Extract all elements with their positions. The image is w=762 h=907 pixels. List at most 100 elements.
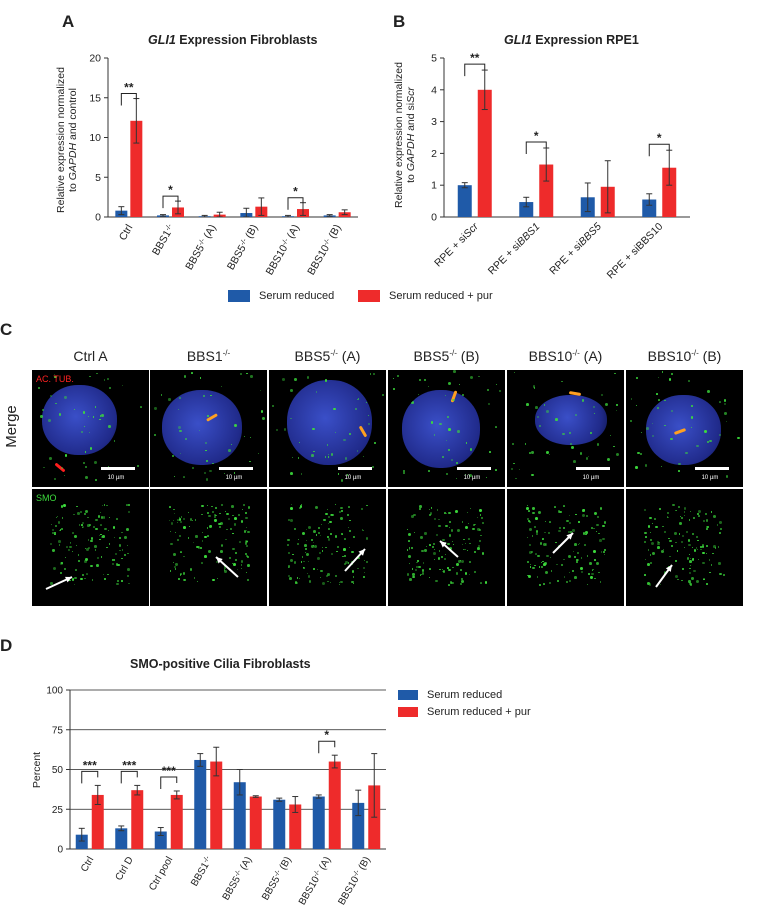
smo-puncta [567,531,570,533]
chart-b-sig-bracket-1 [525,141,547,154]
smo-puncta [528,575,532,579]
smo-puncta [178,534,182,538]
smo-puncta [95,406,97,408]
smo-puncta [329,581,332,583]
chart-d-xlabel-1: Ctrl D [114,855,136,883]
smo-puncta [72,550,74,553]
smo-puncta [298,441,301,444]
smo-puncta [83,425,85,427]
legend-d-label-reduced: Serum reduced [427,689,503,701]
smo-puncta [244,436,246,438]
smo-puncta [211,511,215,514]
smo-puncta [578,542,580,544]
smo-puncta [408,547,411,549]
smo-puncta [403,472,406,475]
smo-puncta [126,545,128,547]
smo-puncta [438,422,442,426]
smo-puncta [324,379,328,382]
smo-puncta [706,528,708,530]
smo-puncta [312,427,315,431]
smo-puncta [80,511,83,514]
smo-puncta [346,474,349,476]
smo-puncta [301,532,305,536]
smo-puncta [188,511,190,514]
legend-label-reduced: Serum reduced [259,290,335,302]
smo-puncta [476,547,480,551]
smo-puncta [630,398,633,400]
smo-puncta [179,574,182,576]
smo-puncta [602,538,605,541]
smo-puncta [331,552,333,555]
smo-puncta [83,462,86,465]
smo-puncta [219,512,221,514]
smo-puncta [203,535,207,539]
smo-puncta [257,453,259,455]
smo-puncta [580,567,583,570]
smo-puncta [431,421,434,424]
smo-puncta [461,521,464,523]
smo-puncta [706,525,709,529]
smo-puncta [125,528,129,532]
smo-puncta [451,581,455,585]
smo-puncta [178,426,182,429]
smo-puncta [325,512,328,516]
smo-puncta [451,541,453,543]
smo-puncta [106,546,108,549]
smo-puncta [322,546,324,548]
smo-puncta [49,394,52,397]
chart-a-bar-pur-0 [130,120,143,217]
smo-puncta [692,533,695,536]
smo-puncta [54,533,57,536]
smo-puncta [582,508,586,512]
arrow-head [358,549,365,556]
smo-puncta [307,575,311,578]
smo-puncta [676,550,678,552]
smo-puncta [357,556,360,560]
smo-puncta [657,541,660,544]
smo-puncta [693,548,697,552]
smo-puncta [528,510,530,512]
smo-puncta [326,443,329,446]
smo-puncta [344,457,348,460]
chart-a-ytick-label-3: 15 [89,92,101,104]
smo-puncta [320,570,323,573]
scale-bar-label: 10 µm [582,475,600,481]
smo-puncta [441,568,444,571]
smo-puncta [169,570,172,573]
smo-puncta [297,539,300,541]
smo-puncta [169,506,171,509]
smo-puncta [433,518,437,521]
smo-puncta [327,523,329,525]
smo-puncta [567,555,571,559]
smo-puncta [352,576,355,578]
smo-puncta [569,432,571,434]
smo-puncta [559,527,562,530]
smo-puncta [92,579,94,581]
smo-puncta [245,572,247,574]
smo-puncta [177,408,179,410]
smo-puncta [78,524,81,526]
smo-puncta [529,452,532,455]
smo-puncta [452,398,455,402]
smo-puncta [716,524,719,526]
smo-puncta [56,515,58,517]
smo-puncta [542,560,545,563]
smo-puncta [87,516,89,519]
smo-puncta [183,526,187,530]
smo-puncta [455,563,459,567]
smo-puncta [683,507,687,510]
smo-puncta [526,403,530,406]
smo-puncta [712,545,716,549]
smo-puncta [658,541,661,544]
smo-puncta [341,555,344,558]
smo-puncta [479,514,482,516]
smo-puncta [335,575,337,577]
smo-puncta [327,580,329,582]
smo-puncta [467,538,470,541]
chart-d-xlabel-4: BBS5-/- (A) [220,855,254,903]
smo-puncta [320,523,323,526]
smo-puncta [275,429,278,432]
smo-puncta [232,563,236,566]
smo-puncta [365,537,369,541]
smo-puncta [244,512,247,515]
